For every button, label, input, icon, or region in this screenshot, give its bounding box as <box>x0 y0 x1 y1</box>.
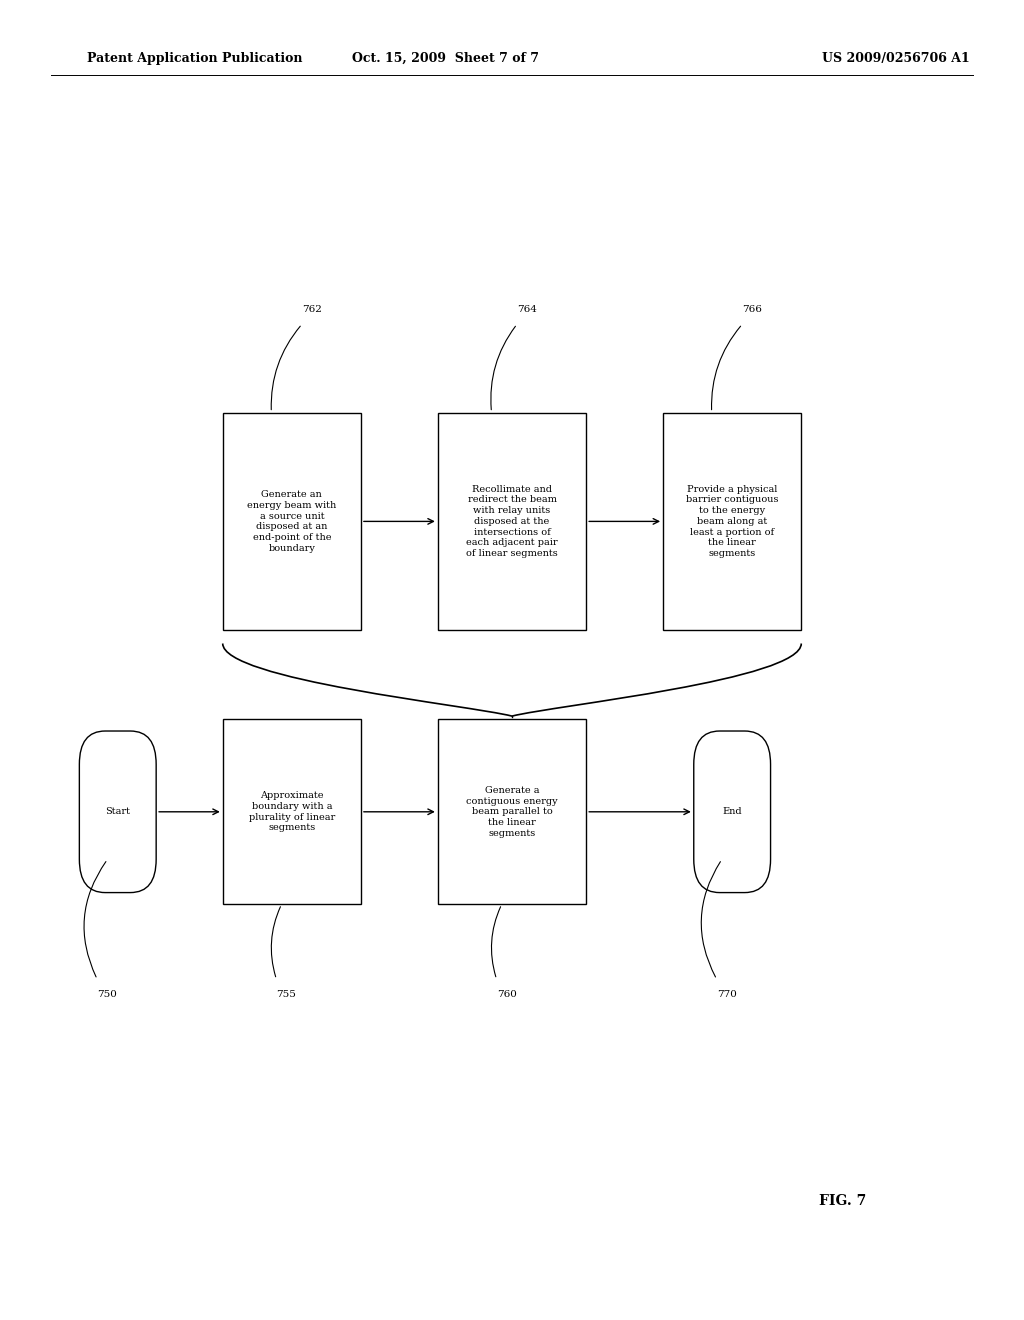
Text: Oct. 15, 2009  Sheet 7 of 7: Oct. 15, 2009 Sheet 7 of 7 <box>352 51 539 65</box>
Text: End: End <box>722 808 742 816</box>
Text: 764: 764 <box>517 305 537 314</box>
Bar <box>222 412 360 631</box>
FancyBboxPatch shape <box>694 731 770 892</box>
Text: 750: 750 <box>97 990 117 999</box>
Text: Patent Application Publication: Patent Application Publication <box>87 51 302 65</box>
Text: 755: 755 <box>276 990 296 999</box>
Text: Generate a
contiguous energy
beam parallel to
the linear
segments: Generate a contiguous energy beam parall… <box>466 785 558 838</box>
Bar <box>438 412 586 631</box>
Bar <box>664 412 801 631</box>
Text: US 2009/0256706 A1: US 2009/0256706 A1 <box>822 51 970 65</box>
Text: 770: 770 <box>717 990 736 999</box>
Text: Start: Start <box>105 808 130 816</box>
Text: FIG. 7: FIG. 7 <box>819 1195 866 1208</box>
Text: Provide a physical
barrier contiguous
to the energy
beam along at
least a portio: Provide a physical barrier contiguous to… <box>686 484 778 558</box>
Bar <box>222 719 360 904</box>
Text: Recollimate and
redirect the beam
with relay units
disposed at the
intersections: Recollimate and redirect the beam with r… <box>466 484 558 558</box>
Text: Approximate
boundary with a
plurality of linear
segments: Approximate boundary with a plurality of… <box>249 791 335 833</box>
Bar <box>438 719 586 904</box>
Text: 760: 760 <box>497 990 516 999</box>
Text: Generate an
energy beam with
a source unit
disposed at an
end-point of the
bound: Generate an energy beam with a source un… <box>247 490 337 553</box>
Text: 766: 766 <box>742 305 762 314</box>
FancyBboxPatch shape <box>80 731 157 892</box>
Text: 762: 762 <box>302 305 322 314</box>
